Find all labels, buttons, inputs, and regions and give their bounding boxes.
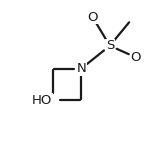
Text: S: S: [106, 39, 114, 52]
Text: N: N: [76, 62, 86, 75]
Text: HO: HO: [32, 94, 53, 107]
Text: O: O: [130, 51, 141, 64]
Text: O: O: [87, 11, 98, 24]
